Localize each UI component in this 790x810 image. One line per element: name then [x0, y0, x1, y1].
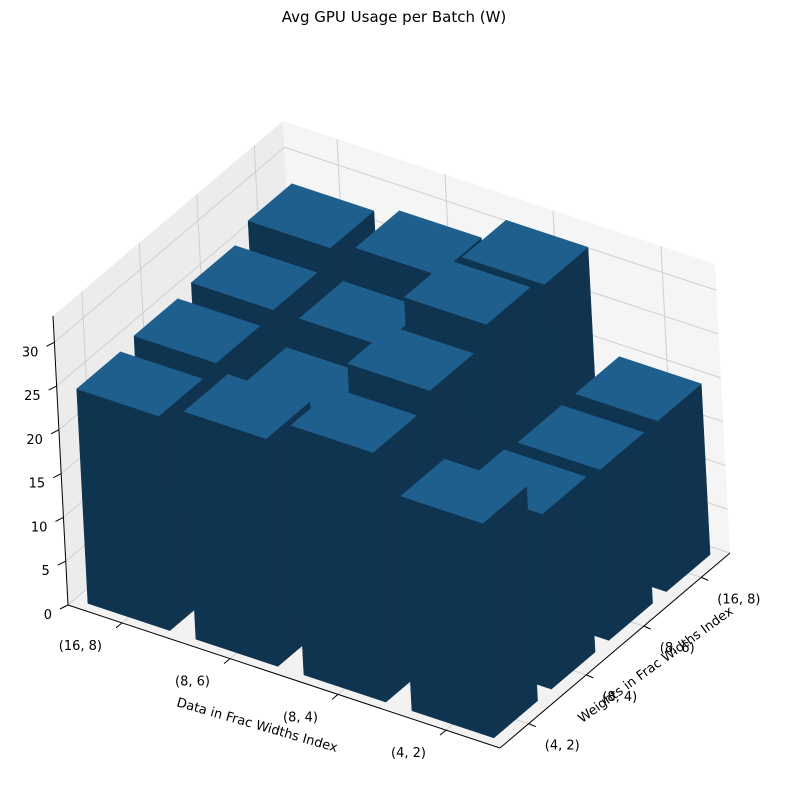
bars-group [76, 183, 711, 739]
x-axis-label: Data in Frac Widths Index [175, 695, 340, 755]
bar-top-face [517, 405, 645, 470]
tick-labels: (16, 8) (8, 6) (8, 4) (4, 2) (4, 2) (8, 4) (8,… [22, 341, 760, 761]
z-tick-mark-5 [48, 385, 57, 391]
x-tick-mark-3 [439, 729, 447, 736]
z-axis-line [52, 315, 69, 606]
z-tick-label-0: 0 [44, 608, 52, 623]
bar-top-face [355, 210, 482, 276]
z-tick-mark-0 [59, 604, 69, 610]
y-tick-mark-2 [643, 625, 651, 630]
y-tick-mark-0 [528, 723, 536, 728]
bar-front-face [290, 424, 387, 703]
x-axis-line [67, 604, 501, 749]
z-tick-label-2: 10 [31, 520, 48, 535]
bar-top-face [190, 245, 318, 311]
bar-top-face [403, 259, 531, 325]
bar-side-face [542, 476, 596, 690]
x-tick-mark-1 [223, 658, 231, 665]
bar-top-face [574, 356, 702, 422]
z-tick-label-6: 30 [22, 345, 39, 360]
bar-front-face [400, 495, 495, 739]
z-tick-mark-3 [52, 473, 62, 479]
z-tick-mark-1 [57, 560, 66, 566]
y-axis-line [499, 552, 731, 749]
y-tick-label-2: (8, 6) [660, 641, 695, 656]
y-tick-label-3: (16, 8) [717, 592, 760, 607]
z-tick-mark-4 [50, 429, 60, 435]
bar-front-face [183, 411, 279, 667]
bar-side-face [657, 383, 711, 593]
bar--4-2-x-4-2- [400, 458, 538, 739]
z-tick-label-4: 20 [26, 433, 43, 448]
chart-title: Avg GPU Usage per Batch (W) [282, 8, 507, 26]
y-tick-label-0: (4, 2) [545, 739, 580, 754]
y-tick-label-1: (8, 4) [602, 690, 637, 705]
z-tick-label-1: 5 [41, 564, 49, 579]
bar-top-face [247, 183, 375, 249]
grid-line-back-z-6 [284, 146, 717, 291]
bar-top-face [133, 298, 261, 364]
z-tick-mark-2 [55, 516, 64, 522]
bar-top-face [290, 388, 418, 453]
x-tick-mark-2 [331, 693, 339, 700]
bar-top-face [400, 458, 528, 524]
z-tick-label-3: 15 [29, 477, 46, 492]
grid-line-left-z-6 [54, 146, 285, 343]
x-tick-label-3: (4, 2) [391, 746, 426, 761]
z-tick-label-5: 25 [24, 389, 41, 404]
x-tick-label-0: (16, 8) [59, 639, 102, 654]
bar-top-face [76, 351, 204, 417]
bar-side-face [599, 431, 653, 641]
x-tick-label-1: (8, 6) [175, 675, 210, 690]
bar-top-face [347, 326, 475, 391]
y-tick-mark-3 [701, 576, 709, 581]
x-tick-label-2: (8, 4) [283, 710, 318, 725]
x-tick-mark-0 [115, 622, 123, 629]
y-tick-mark-1 [586, 674, 594, 679]
z-tick-mark-6 [46, 341, 55, 347]
bar-top-face [183, 374, 311, 439]
bar-front-face [76, 388, 171, 631]
axis-lines [52, 315, 731, 749]
bar-top-face [461, 219, 589, 285]
